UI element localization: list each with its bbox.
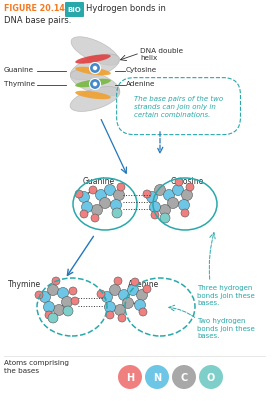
Text: Guanine: Guanine — [4, 67, 34, 73]
Circle shape — [97, 290, 105, 298]
Circle shape — [112, 209, 122, 219]
Circle shape — [106, 311, 114, 319]
Circle shape — [80, 211, 88, 219]
Circle shape — [39, 292, 50, 303]
Circle shape — [93, 66, 98, 71]
Text: Adenine: Adenine — [126, 81, 156, 87]
Circle shape — [99, 198, 110, 209]
Text: Thymine: Thymine — [4, 81, 35, 87]
Text: Thymine: Thymine — [8, 279, 41, 288]
Circle shape — [127, 285, 138, 296]
Text: H: H — [126, 372, 134, 382]
Circle shape — [58, 288, 68, 299]
Circle shape — [160, 213, 170, 223]
Circle shape — [143, 190, 151, 198]
Circle shape — [115, 305, 125, 316]
Circle shape — [63, 306, 73, 316]
Circle shape — [104, 302, 116, 313]
Ellipse shape — [75, 79, 111, 88]
Circle shape — [71, 297, 79, 305]
Text: C: C — [180, 372, 188, 382]
Text: DNA double
helix: DNA double helix — [140, 48, 183, 61]
Circle shape — [167, 198, 178, 209]
Circle shape — [155, 185, 165, 196]
Circle shape — [135, 300, 145, 311]
Text: Hydrogen bonds in: Hydrogen bonds in — [86, 4, 166, 13]
Circle shape — [172, 365, 196, 389]
Circle shape — [159, 205, 170, 216]
Ellipse shape — [75, 55, 111, 65]
Ellipse shape — [71, 38, 119, 66]
Circle shape — [104, 185, 116, 196]
Circle shape — [69, 287, 77, 295]
Text: Cytosine: Cytosine — [126, 67, 157, 73]
Text: The base pairs of the two
strands can join only in
certain combinations.: The base pairs of the two strands can jo… — [134, 96, 223, 118]
Circle shape — [96, 190, 107, 201]
Circle shape — [75, 190, 83, 198]
Circle shape — [164, 190, 175, 201]
Circle shape — [114, 277, 122, 285]
Circle shape — [110, 285, 121, 296]
Text: FIGURE 20.14: FIGURE 20.14 — [4, 4, 65, 13]
Ellipse shape — [70, 71, 120, 97]
Circle shape — [78, 192, 90, 203]
Text: Guanine: Guanine — [83, 176, 115, 186]
Circle shape — [45, 311, 53, 319]
Circle shape — [118, 290, 130, 301]
Circle shape — [139, 308, 147, 316]
Text: O: O — [207, 372, 215, 382]
Text: Atoms comprising
the bases: Atoms comprising the bases — [4, 359, 69, 373]
Circle shape — [35, 291, 43, 299]
Circle shape — [93, 82, 98, 87]
Circle shape — [90, 79, 101, 90]
Circle shape — [92, 205, 102, 216]
Circle shape — [113, 190, 124, 201]
Circle shape — [117, 184, 125, 192]
Circle shape — [173, 185, 184, 196]
Text: N: N — [153, 372, 161, 382]
Circle shape — [90, 63, 101, 74]
Circle shape — [199, 365, 223, 389]
Circle shape — [110, 200, 121, 211]
Circle shape — [53, 305, 64, 316]
Circle shape — [101, 292, 113, 303]
Circle shape — [122, 298, 133, 309]
Text: Adenine: Adenine — [128, 279, 159, 288]
Text: DNA base pairs.: DNA base pairs. — [4, 16, 71, 25]
Ellipse shape — [70, 87, 120, 112]
Circle shape — [136, 290, 147, 301]
Circle shape — [151, 211, 159, 219]
Circle shape — [47, 285, 59, 296]
Circle shape — [44, 302, 55, 313]
Circle shape — [181, 209, 189, 217]
Text: Cytosine: Cytosine — [171, 176, 204, 186]
Circle shape — [118, 314, 126, 322]
Circle shape — [150, 202, 161, 213]
Ellipse shape — [75, 67, 111, 76]
Circle shape — [61, 297, 73, 308]
Circle shape — [178, 200, 190, 211]
Circle shape — [81, 202, 93, 213]
Circle shape — [48, 313, 58, 323]
Text: BIO: BIO — [68, 8, 81, 14]
Ellipse shape — [75, 91, 111, 100]
FancyBboxPatch shape — [65, 3, 84, 18]
Circle shape — [186, 184, 194, 192]
Circle shape — [89, 186, 97, 194]
Circle shape — [143, 285, 151, 293]
Circle shape — [118, 365, 142, 389]
Ellipse shape — [70, 55, 120, 81]
Circle shape — [91, 215, 99, 223]
Text: Three hydrogen
bonds join these
bases.: Three hydrogen bonds join these bases. — [197, 284, 255, 306]
Circle shape — [181, 190, 193, 201]
Circle shape — [145, 365, 169, 389]
Circle shape — [131, 278, 139, 286]
Circle shape — [52, 277, 60, 285]
Text: Two hydrogen
bonds join these
bases.: Two hydrogen bonds join these bases. — [197, 317, 255, 339]
Circle shape — [175, 178, 183, 186]
Circle shape — [147, 192, 158, 203]
